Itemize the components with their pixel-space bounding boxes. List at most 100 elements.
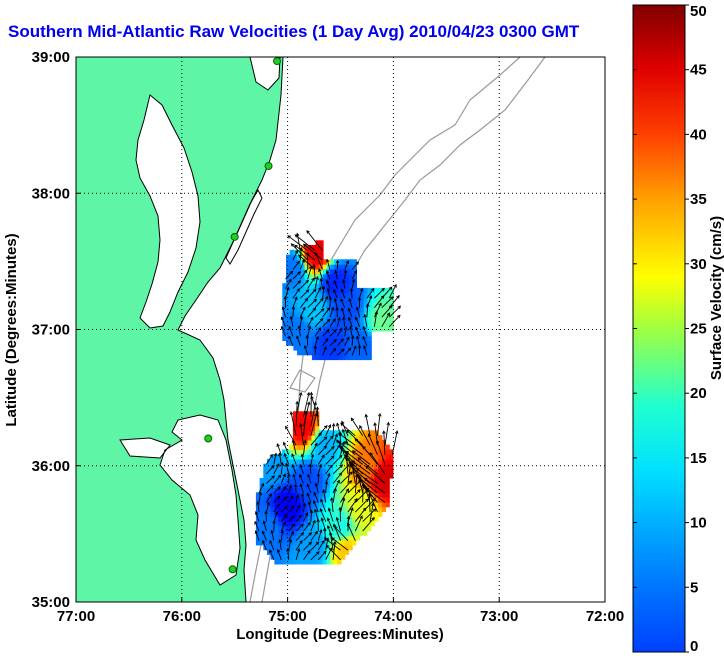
- velocity-cell: [311, 535, 316, 541]
- velocity-cell: [307, 482, 312, 489]
- velocity-cell: [263, 478, 268, 484]
- velocity-cell: [289, 520, 294, 527]
- velocity-cell: [296, 444, 301, 450]
- velocity-vector: [266, 475, 275, 484]
- velocity-cell: [341, 340, 346, 346]
- velocity-cell: [329, 511, 335, 517]
- velocity-vector: [320, 499, 327, 513]
- velocity-cell: [329, 487, 335, 493]
- velocity-cell: [326, 345, 331, 351]
- velocity-vector: [299, 289, 310, 299]
- vector-head: [346, 522, 351, 527]
- velocity-vector: [303, 401, 310, 427]
- velocity-cell: [319, 335, 324, 341]
- velocity-cell: [322, 449, 327, 455]
- velocity-cell: [311, 525, 316, 532]
- velocity-cell: [289, 249, 294, 256]
- velocity-cell: [352, 520, 357, 527]
- velocity-cell: [359, 435, 364, 441]
- velocity-vector: [295, 494, 299, 503]
- velocity-cell: [385, 492, 390, 498]
- velocity-vector: [358, 477, 378, 494]
- velocity-cell: [315, 444, 320, 450]
- velocity-cell: [311, 259, 317, 265]
- albemarle-pamlico-sound: [160, 415, 240, 585]
- velocity-vector: [383, 431, 386, 455]
- velocity-cell: [334, 316, 339, 322]
- velocity-vector: [292, 280, 301, 289]
- velocity-cell: [304, 473, 309, 479]
- velocity-cell: [374, 492, 379, 498]
- velocity-cell: [315, 458, 320, 465]
- vector-head: [319, 508, 323, 512]
- velocity-cell: [307, 463, 312, 470]
- velocity-cell: [378, 444, 383, 450]
- velocity-cell: [289, 326, 294, 332]
- velocity-cell: [348, 449, 353, 455]
- velocity-cell: [274, 468, 279, 474]
- velocity-cell: [281, 520, 287, 527]
- velocity-cell: [326, 278, 331, 284]
- velocity-cell: [281, 482, 287, 489]
- velocity-cell: [329, 492, 335, 498]
- velocity-cell: [311, 511, 316, 517]
- velocity-cell: [281, 535, 287, 541]
- velocity-cell: [323, 326, 328, 332]
- velocity-cell: [289, 302, 294, 308]
- velocity-cell: [304, 458, 309, 465]
- velocity-cell: [304, 482, 309, 489]
- velocity-cell: [318, 468, 324, 474]
- velocity-cell: [304, 454, 309, 460]
- velocity-cell: [308, 340, 313, 346]
- velocity-cell: [385, 449, 390, 455]
- velocity-cell: [326, 487, 331, 493]
- y-tick-label: 38:00: [32, 185, 70, 202]
- velocity-vector: [263, 520, 267, 532]
- velocity-cell: [311, 482, 316, 489]
- velocity-cell: [311, 463, 316, 470]
- velocity-cell: [341, 354, 346, 361]
- velocity-cell: [333, 535, 338, 541]
- vector-head: [312, 307, 317, 312]
- velocity-cell: [363, 287, 369, 294]
- velocity-cell: [285, 463, 290, 470]
- vector-head: [320, 517, 325, 522]
- velocity-cell: [270, 468, 275, 474]
- vector-head: [320, 308, 325, 312]
- velocity-cell: [363, 458, 368, 465]
- velocity-cell: [329, 468, 335, 474]
- colorbar-tick-label: 5: [690, 579, 698, 596]
- velocity-cell: [337, 283, 343, 289]
- velocity-cell: [381, 487, 387, 493]
- velocity-cell: [304, 492, 309, 498]
- velocity-cell: [278, 482, 283, 489]
- velocity-cell: [300, 411, 305, 417]
- vector-head: [307, 325, 312, 330]
- velocity-cell: [311, 416, 316, 422]
- velocity-cell: [359, 520, 364, 527]
- velocity-cell: [292, 540, 298, 546]
- velocity-cell: [286, 321, 291, 327]
- velocity-vector: [334, 298, 338, 308]
- vector-head: [350, 417, 355, 422]
- velocity-cell: [378, 316, 383, 322]
- velocity-cell: [322, 501, 327, 508]
- vector-head: [260, 482, 265, 487]
- velocity-cell: [319, 349, 324, 356]
- velocity-vector: [347, 489, 361, 503]
- velocity-cell: [281, 554, 287, 560]
- velocity-cell: [259, 501, 264, 508]
- velocity-cell: [360, 330, 365, 337]
- velocity-cell: [344, 530, 349, 536]
- velocity-cell: [330, 259, 335, 265]
- vector-head: [340, 288, 345, 293]
- velocity-cell: [333, 516, 338, 522]
- velocity-vector: [384, 422, 390, 446]
- velocity-cell: [293, 268, 298, 275]
- velocity-cell: [374, 482, 379, 489]
- velocity-cell: [307, 559, 312, 565]
- velocity-vector: [350, 417, 364, 437]
- velocity-cell: [363, 297, 369, 303]
- velocity-cell: [297, 292, 302, 299]
- velocity-cell: [286, 259, 291, 265]
